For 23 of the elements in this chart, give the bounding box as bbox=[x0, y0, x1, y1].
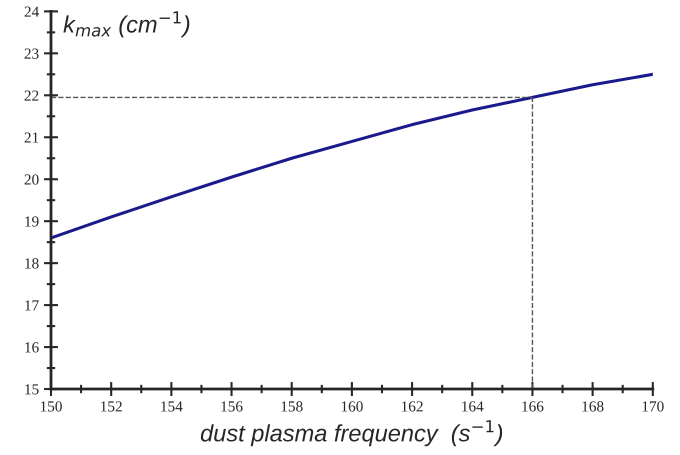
y-tick-label: 18 bbox=[25, 258, 39, 269]
y-tick-label: 20 bbox=[24, 174, 39, 185]
y-tick-label: 19 bbox=[25, 216, 39, 227]
x-tick-label: 164 bbox=[462, 401, 484, 412]
x-tick-label: 166 bbox=[522, 401, 544, 412]
y-tick-label: 24 bbox=[24, 6, 39, 17]
y-tick-label: 15 bbox=[25, 384, 39, 394]
x-tick-label: 154 bbox=[161, 401, 183, 412]
x-tick-label: 152 bbox=[101, 401, 122, 412]
y-tick-label: 17 bbox=[25, 300, 39, 310]
y-axis-title: k$_{max}$ (cm$^{−1}$) bbox=[63, 11, 190, 38]
y-tick-label: 21 bbox=[24, 132, 38, 143]
y-tick-label: 23 bbox=[24, 48, 39, 59]
x-axis-title: dust plasma frequency (s$^{−1}$) bbox=[200, 420, 502, 446]
y-tick-label: 16 bbox=[25, 342, 39, 353]
x-tick-label: 170 bbox=[642, 401, 664, 412]
x-tick-label: 156 bbox=[221, 401, 243, 412]
x-tick-label: 150 bbox=[40, 401, 62, 412]
x-tick-label: 162 bbox=[402, 401, 423, 412]
x-tick-label: 160 bbox=[342, 401, 363, 412]
x-tick-label: 168 bbox=[582, 401, 604, 412]
y-tick-label: 22 bbox=[24, 90, 38, 101]
x-tick-label: 158 bbox=[282, 401, 303, 412]
